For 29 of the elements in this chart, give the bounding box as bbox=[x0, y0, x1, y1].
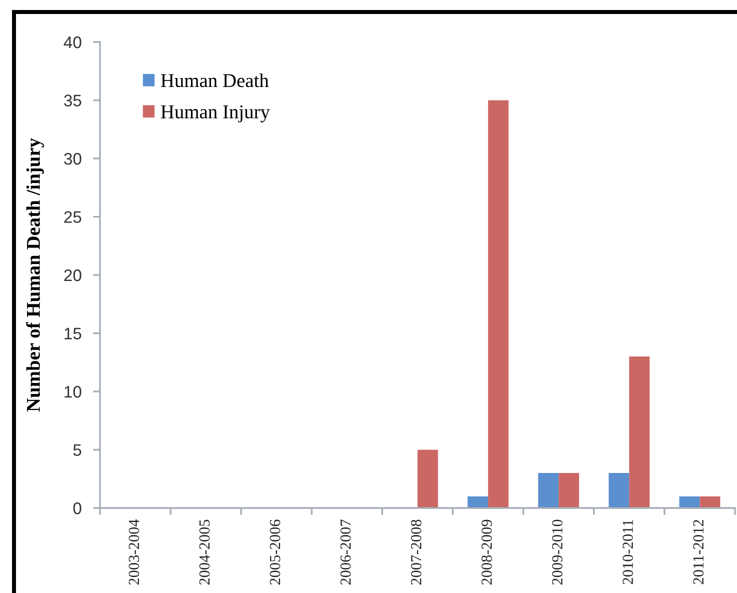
bar bbox=[700, 496, 720, 508]
y-tick-label: 10 bbox=[64, 386, 82, 398]
bar bbox=[629, 356, 650, 508]
y-tick-label: 20 bbox=[64, 269, 82, 282]
x-tick-label: 2003-2004 bbox=[128, 519, 140, 585]
bar bbox=[418, 450, 438, 508]
bar bbox=[468, 496, 488, 508]
y-axis-title: Number of Human Death /injury bbox=[26, 138, 44, 412]
y-tick-label: 25 bbox=[64, 211, 82, 223]
x-tick-label: 2005-2006 bbox=[270, 520, 280, 585]
y-tick-label: 30 bbox=[64, 152, 82, 165]
y-tick-label: 15 bbox=[64, 328, 82, 340]
x-tick-label: 2010-2011 bbox=[622, 520, 633, 584]
y-tick-label: 0 bbox=[73, 502, 82, 514]
x-tick-label: 2008-2009 bbox=[482, 520, 492, 585]
y-tick-label: 5 bbox=[73, 444, 82, 456]
x-tick-label: 2004-2005 bbox=[199, 520, 210, 585]
x-tick-label: 2011-2012 bbox=[693, 520, 704, 584]
legend-label: Human Injury bbox=[160, 105, 270, 122]
x-tick-label: 2009-2010 bbox=[552, 520, 562, 585]
y-tick-label: 40 bbox=[64, 36, 82, 48]
x-tick-label: 2007-2008 bbox=[411, 520, 422, 585]
bar bbox=[538, 473, 559, 508]
bar bbox=[558, 473, 580, 508]
legend-label: Human Death bbox=[160, 73, 269, 88]
x-tick-label: 2006-2007 bbox=[340, 520, 351, 585]
bar bbox=[608, 473, 630, 508]
y-tick-label: 35 bbox=[64, 94, 82, 106]
bar bbox=[488, 100, 509, 508]
